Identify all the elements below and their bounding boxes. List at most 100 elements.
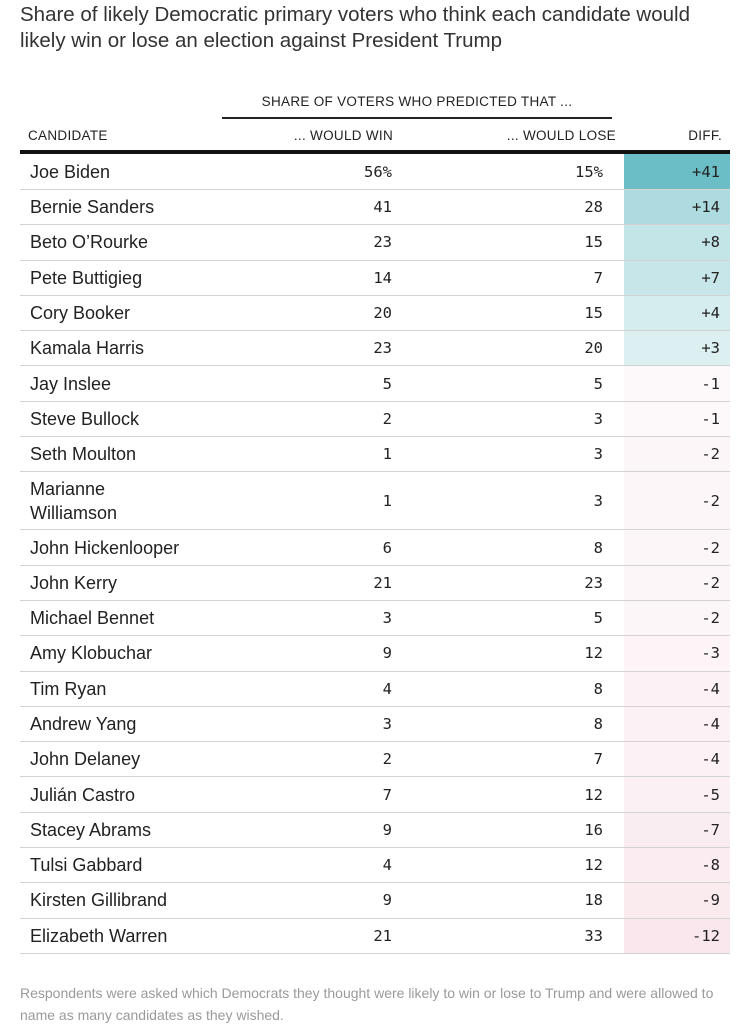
column-header-would-lose: ... WOULD LOSE [400,128,616,143]
table-row: Kamala Harris 23 20 +3 [20,331,730,366]
candidate-name-text: Jay Inslee [30,372,111,396]
would-lose-value: 7 [400,742,603,776]
table-row: John Kerry 21 23 -2 [20,566,730,601]
table-row: Andrew Yang 3 8 -4 [20,707,730,742]
diff-value-text: -1 [701,375,720,393]
diff-value-text: -3 [701,644,720,662]
would-lose-value-text: 33 [584,927,603,945]
would-lose-value-text: 16 [584,821,603,839]
candidate-name: Beto O’Rourke [30,225,230,259]
would-win-value: 56% [222,154,392,189]
diff-value-text: -2 [701,492,720,510]
would-win-value-text: 56% [364,163,392,181]
would-lose-value: 33 [400,919,603,953]
would-lose-value-text: 8 [594,539,603,557]
diff-value: -3 [624,636,730,670]
candidate-name: John Delaney [30,742,230,776]
would-win-value-text: 4 [383,680,392,698]
candidate-name: Kirsten Gillibrand [30,883,230,917]
diff-value: -7 [624,813,730,847]
diff-value-text: -2 [701,445,720,463]
would-lose-value-text: 20 [584,339,603,357]
candidate-name: Bernie Sanders [30,190,230,224]
would-lose-value: 12 [400,777,603,811]
diff-value: -2 [624,437,730,471]
would-lose-value: 20 [400,331,603,365]
diff-value-text: -9 [701,891,720,909]
group-header: SHARE OF VOTERS WHO PREDICTED THAT ... [222,94,612,119]
would-lose-value-text: 3 [594,492,603,510]
diff-value-text: -8 [701,856,720,874]
candidate-name: Elizabeth Warren [30,919,230,953]
would-win-value-text: 2 [383,750,392,768]
candidate-name: John Kerry [30,566,230,600]
candidate-name: Andrew Yang [30,707,230,741]
candidate-name-text: Cory Booker [30,301,130,325]
table-row: John Hickenlooper 6 8 -2 [20,530,730,565]
would-lose-value: 16 [400,813,603,847]
would-lose-value: 12 [400,636,603,670]
would-win-value: 9 [222,636,392,670]
candidate-name: Cory Booker [30,296,230,330]
table-row: Jay Inslee 5 5 -1 [20,366,730,401]
candidate-name-text: Steve Bullock [30,407,139,431]
candidate-name-text: Andrew Yang [30,712,136,736]
diff-value-text: +3 [701,339,720,357]
would-win-value-text: 5 [383,375,392,393]
diff-value-text: -7 [701,821,720,839]
table-row: Pete Buttigieg 14 7 +7 [20,261,730,296]
diff-value: -1 [624,402,730,436]
candidate-name-text: Amy Klobuchar [30,641,152,665]
would-lose-value: 3 [400,402,603,436]
candidate-name-text: John Hickenlooper [30,536,179,560]
would-lose-value: 8 [400,672,603,706]
would-lose-value: 12 [400,848,603,882]
table-row: Marianne Williamson 1 3 -2 [20,472,730,530]
candidate-name-text: Seth Moulton [30,442,136,466]
would-win-value-text: 41 [373,198,392,216]
diff-value: -12 [624,919,730,953]
would-lose-value-text: 8 [594,715,603,733]
would-lose-value-text: 7 [594,269,603,287]
candidate-name-text: Tim Ryan [30,677,106,701]
diff-value-text: -5 [701,786,720,804]
would-win-value-text: 9 [383,821,392,839]
table-row: Tim Ryan 4 8 -4 [20,672,730,707]
would-win-value: 5 [222,366,392,400]
would-lose-value-text: 12 [584,786,603,804]
candidate-name: Julián Castro [30,777,230,811]
would-win-value-text: 21 [373,927,392,945]
diff-value: +7 [624,261,730,295]
column-header-diff: DIFF. [624,128,722,143]
would-lose-value: 5 [400,366,603,400]
candidate-name-text: Kamala Harris [30,336,144,360]
would-lose-value: 15% [400,154,603,189]
candidate-name-text: Elizabeth Warren [30,924,167,948]
would-win-value: 3 [222,601,392,635]
would-win-value-text: 21 [373,574,392,592]
would-lose-value-text: 28 [584,198,603,216]
diff-value: -4 [624,707,730,741]
would-win-value: 2 [222,742,392,776]
would-lose-value-text: 15% [575,163,603,181]
would-win-value: 41 [222,190,392,224]
would-lose-value: 15 [400,296,603,330]
table-row: Cory Booker 20 15 +4 [20,296,730,331]
diff-value: +4 [624,296,730,330]
candidate-name: Tulsi Gabbard [30,848,230,882]
diff-value-text: +8 [701,233,720,251]
diff-value-text: -2 [701,539,720,557]
would-lose-value-text: 3 [594,410,603,428]
diff-value: -4 [624,672,730,706]
candidate-name: Seth Moulton [30,437,230,471]
diff-value: -2 [624,530,730,564]
diff-value-text: -1 [701,410,720,428]
would-win-value: 1 [222,437,392,471]
would-lose-value-text: 7 [594,750,603,768]
would-lose-value-text: 15 [584,233,603,251]
candidate-name: Tim Ryan [30,672,230,706]
would-lose-value: 3 [400,437,603,471]
diff-value: -2 [624,472,730,529]
would-win-value: 21 [222,919,392,953]
candidate-name-text: Beto O’Rourke [30,230,148,254]
